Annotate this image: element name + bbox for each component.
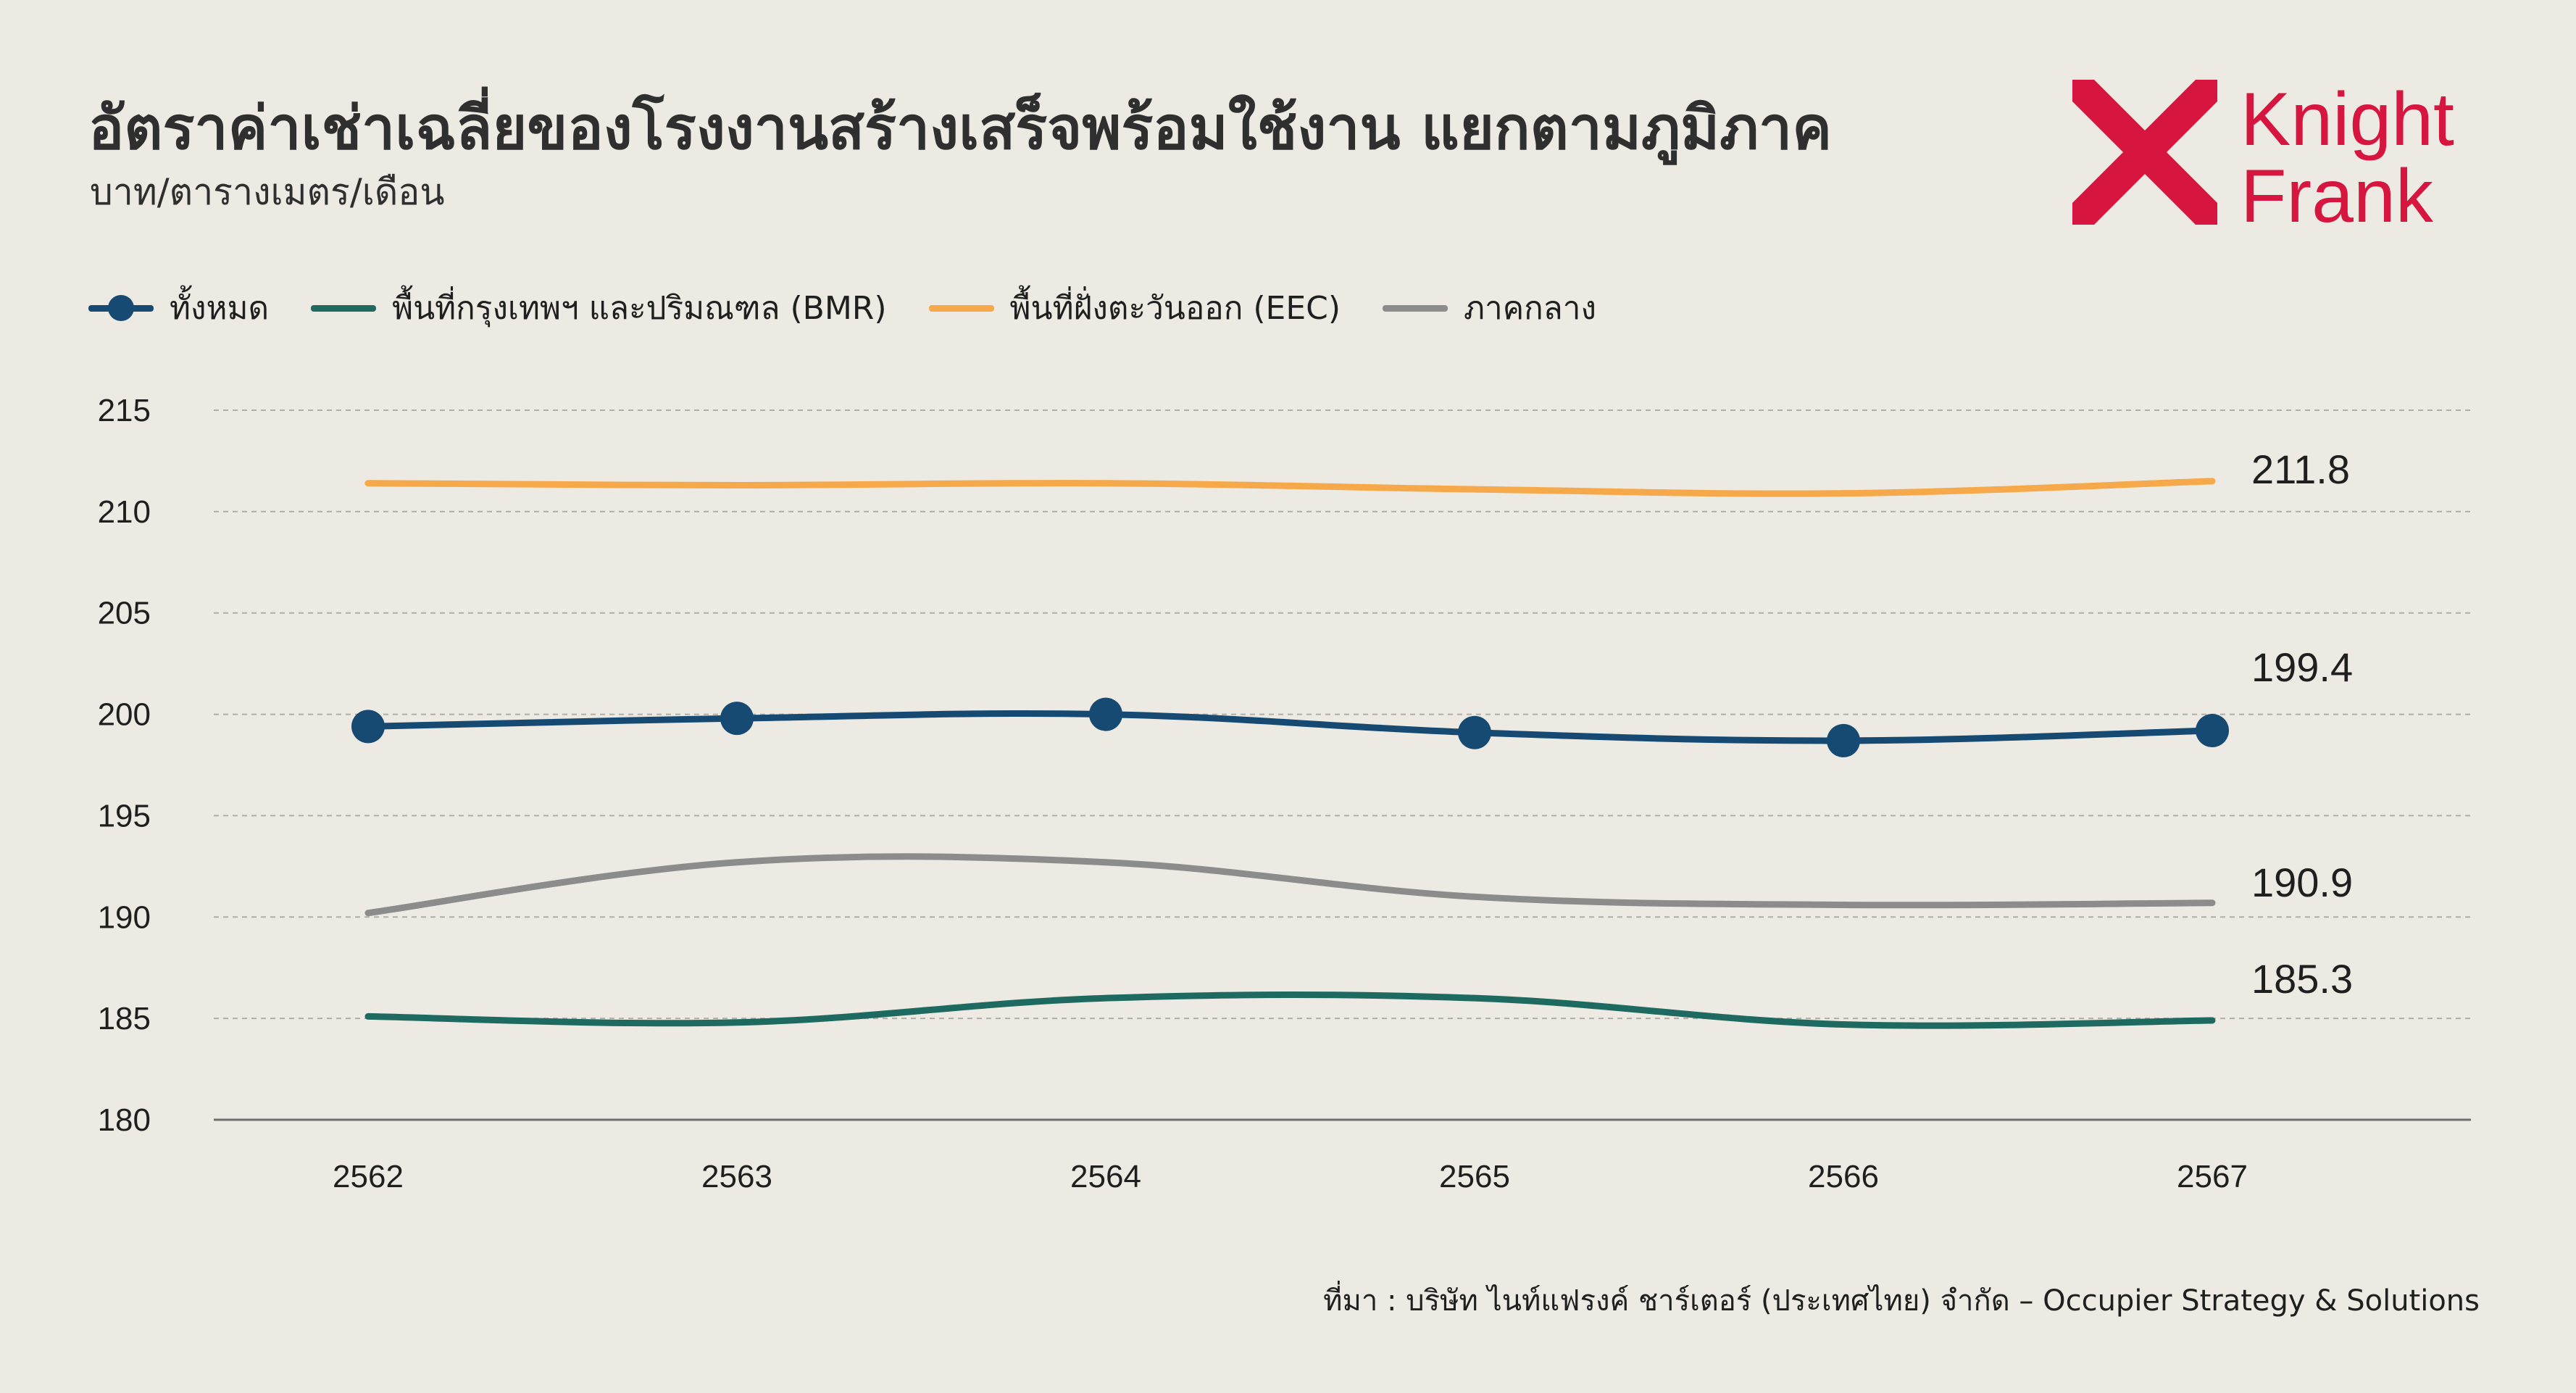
- legend-swatch-bmr: [311, 294, 377, 323]
- legend-item-central: ภาคกลาง: [1383, 283, 1596, 333]
- chart-legend: ทั้งหมด พื้นที่กรุงเทพฯ และปริมณฑล (BMR)…: [88, 286, 1638, 330]
- y-tick-label: 195: [98, 798, 151, 833]
- knight-frank-logo: Knight Frank: [2072, 80, 2454, 238]
- legend-item-total: ทั้งหมด: [88, 283, 269, 333]
- logo-text-line2: Frank: [2241, 154, 2434, 238]
- legend-item-eec: พื้นที่ฝั่งตะวันออก (EEC): [928, 283, 1341, 333]
- series-point: [1827, 723, 1860, 757]
- end-value-label: 190.9: [2251, 860, 2353, 905]
- source-note: ที่มา : บริษัท ไนท์แฟรงค์ ชาร์เตอร์ (ประ…: [1323, 1284, 2480, 1318]
- legend-label-eec: พื้นที่ฝั่งตะวันออก (EEC): [1009, 290, 1341, 327]
- x-tick-label: 2564: [1070, 1159, 1141, 1194]
- legend-swatch-total: [88, 294, 154, 323]
- y-tick-label: 180: [98, 1102, 151, 1138]
- legend-swatch-central: [1383, 294, 1449, 323]
- chart-subtitle: บาท/ตารางเมตร/เดือน: [90, 171, 445, 213]
- series-line: [364, 710, 2216, 744]
- logo-text-line1: Knight: [2241, 80, 2454, 162]
- x-tick-label: 2567: [2177, 1159, 2248, 1194]
- y-tick-label: 185: [98, 1001, 151, 1036]
- series-line: [364, 991, 2216, 1029]
- x-tick-label: 2565: [1439, 1159, 1510, 1194]
- series-point: [2196, 713, 2229, 747]
- y-tick-label: 205: [98, 596, 151, 631]
- legend-item-bmr: พื้นที่กรุงเทพฯ และปริมณฑล (BMR): [311, 283, 887, 333]
- end-value-label: 211.8: [2251, 446, 2350, 492]
- y-tick-label: 210: [98, 494, 151, 530]
- legend-label-bmr: พื้นที่กรุงเทพฯ และปริมณฑล (BMR): [392, 290, 887, 327]
- x-tick-label: 2562: [333, 1159, 404, 1194]
- series-line: [364, 478, 2216, 497]
- series-point: [351, 710, 385, 744]
- series-point: [720, 702, 754, 736]
- legend-label-total: ทั้งหมด: [170, 290, 270, 327]
- chart-title: อัตราค่าเช่าเฉลี่ยของโรงงานสร้างเสร็จพร้…: [88, 94, 1833, 163]
- legend-label-central: ภาคกลาง: [1464, 290, 1596, 327]
- end-value-label: 199.4: [2251, 644, 2353, 690]
- x-tick-label: 2563: [701, 1159, 772, 1194]
- series-point: [1089, 697, 1122, 731]
- logo-mark: [2072, 80, 2217, 225]
- y-tick-label: 200: [98, 697, 151, 733]
- series-line: [364, 853, 2216, 917]
- x-tick-label: 2566: [1808, 1159, 1879, 1194]
- y-tick-label: 215: [98, 393, 151, 428]
- legend-swatch-eec: [928, 294, 994, 323]
- end-value-label: 185.3: [2251, 956, 2353, 1002]
- y-tick-label: 190: [98, 899, 151, 935]
- series-point: [1458, 715, 1491, 749]
